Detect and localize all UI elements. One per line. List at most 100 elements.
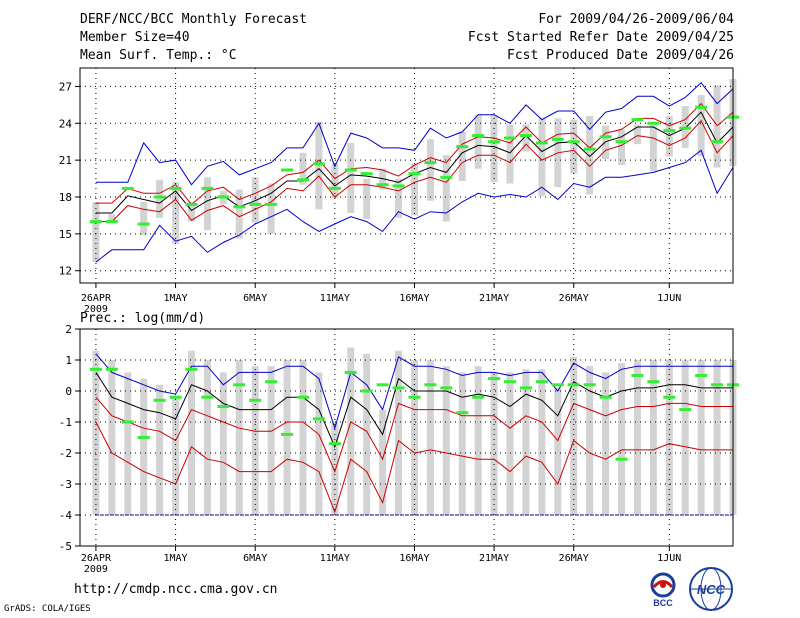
precipitation-spread-bar [410,360,418,515]
temperature-spread-bar [410,163,418,216]
precipitation-xtick-label: 26MAY [559,553,589,564]
ncc-logo-text: NCC [697,582,726,597]
precipitation-spread-bar [92,350,100,515]
temperature-observed-marker [424,161,437,165]
precipitation-xtick-label: 1MAY [164,553,188,564]
precipitation-spread-bar [506,372,514,515]
temperature-observed-marker [663,129,676,133]
precipitation-spread-bar [633,360,641,515]
precipitation-observed-marker [312,417,325,421]
temperature-observed-marker [599,135,612,139]
temperature-observed-marker [631,118,644,122]
temperature-observed-marker [312,162,325,166]
precipitation-spread-bar [299,360,307,515]
precipitation-upper-outer-line [95,353,733,430]
precip-panel-title: Prec.: log(mm/d) [80,311,205,326]
temperature-xtick-label: 21MAY [479,293,509,304]
precipitation-ytick-label: -2 [59,447,72,460]
grads-credit: GrADS: COLA/IGES [4,604,91,614]
precipitation-xtick-label: 11MAY [320,553,350,564]
precipitation-spread-bar [474,366,482,515]
temperature-xtick-label: 26APR [81,293,112,304]
temperature-observed-marker [472,134,485,138]
temperature-observed-marker [679,126,692,130]
precipitation-spread-bar [156,384,164,515]
temperature-observed-marker [201,186,214,190]
temperature-spread-bar [315,122,323,210]
temperature-plot-frame [79,67,734,284]
precipitation-ytick-label: 2 [65,323,72,336]
precipitation-observed-marker [185,367,198,371]
precipitation-spread-bar [618,363,626,515]
temperature-spread-bar [379,168,387,190]
precipitation-spread-bar [665,360,673,515]
precipitation-spread-bar [331,422,339,515]
temperature-xtick-label: 1MAY [164,293,188,304]
temperature-observed-marker [296,178,309,182]
precipitation-observed-marker [424,383,437,387]
precipitation-observed-marker [392,386,405,390]
forecast-period: For 2009/04/26-2009/06/04 [538,12,734,27]
footer-url[interactable]: http://cmdp.ncc.cma.gov.cn [74,582,278,597]
temperature-spread-bar [649,122,657,172]
chart-title: DERF/NCC/BCC Monthly Forecast [80,12,307,27]
temperature-observed-marker [249,202,262,206]
temperature-spread-bar [586,115,594,195]
precipitation-spread-bar [251,366,259,515]
temperature-observed-marker [456,145,469,149]
bcc-logo: BCC [650,572,676,608]
temperature-observed-marker [137,222,150,226]
precipitation-xtick-label: 21MAY [479,553,509,564]
precipitation-spread-bar [124,372,132,515]
temperature-spread-bar [156,179,164,218]
temperature-spread-bar [235,189,243,239]
temperature-observed-marker [233,205,246,209]
precipitation-ytick-label: 1 [65,354,72,367]
temperature-spread-bar [570,119,578,174]
temperature-observed-marker [153,195,166,199]
precipitation-xtick-label: 1JUN [657,553,681,564]
precipitation-observed-marker [567,383,580,387]
temperature-spread-bar [474,114,482,169]
precipitation-spread-bar [203,360,211,515]
precipitation-observed-marker [647,380,660,384]
precipitation-observed-marker [599,395,612,399]
precipitation-xtick-label: 6MAY [243,553,267,564]
temperature-spread-bar [267,183,275,234]
precipitation-spread-bar [363,353,371,515]
precipitation-spread-bar [713,360,721,515]
precipitation-spread-bar [379,409,387,515]
temperature-xtick-label: 6MAY [243,293,267,304]
precipitation-observed-marker [631,374,644,377]
precipitation-observed-marker [233,383,246,387]
precipitation-spread-bar [458,372,466,515]
temperature-spread-bar [363,178,371,220]
precipitation-spread-bar [140,378,148,515]
precipitation-observed-marker [711,383,724,387]
temperature-spread-bar [665,115,673,157]
precipitation-plot-frame [79,328,734,547]
precipitation-ytick-label: 0 [65,385,72,398]
precipitation-observed-marker [519,386,532,390]
temperature-spread-bar [172,182,180,244]
temperature-observed-marker [169,186,182,190]
temperature-spread-bar [633,124,641,145]
precipitation-spread-bar [187,350,195,515]
temperature-spread-bar [506,124,514,184]
precipitation-spread-bar [347,347,355,515]
precipitation-observed-marker [679,408,692,412]
precipitation-observed-marker [328,442,341,446]
precipitation-observed-marker [535,380,548,384]
precipitation-observed-marker [583,383,596,387]
temperature-observed-marker [328,186,341,190]
temperature-xtick-label: 11MAY [320,293,350,304]
precipitation-spread-bar [570,356,578,515]
temperature-observed-marker [265,202,278,206]
precipitation-spread-bar [395,350,403,515]
precipitation-spread-bar [108,360,116,515]
forecast-started-date: Fcst Started Refer Date 2009/04/25 [467,30,734,45]
precipitation-observed-marker [456,411,469,415]
temperature-spread-bar [347,142,355,213]
precipitation-spread-bar [538,369,546,515]
precipitation-spread-bar [442,366,450,515]
